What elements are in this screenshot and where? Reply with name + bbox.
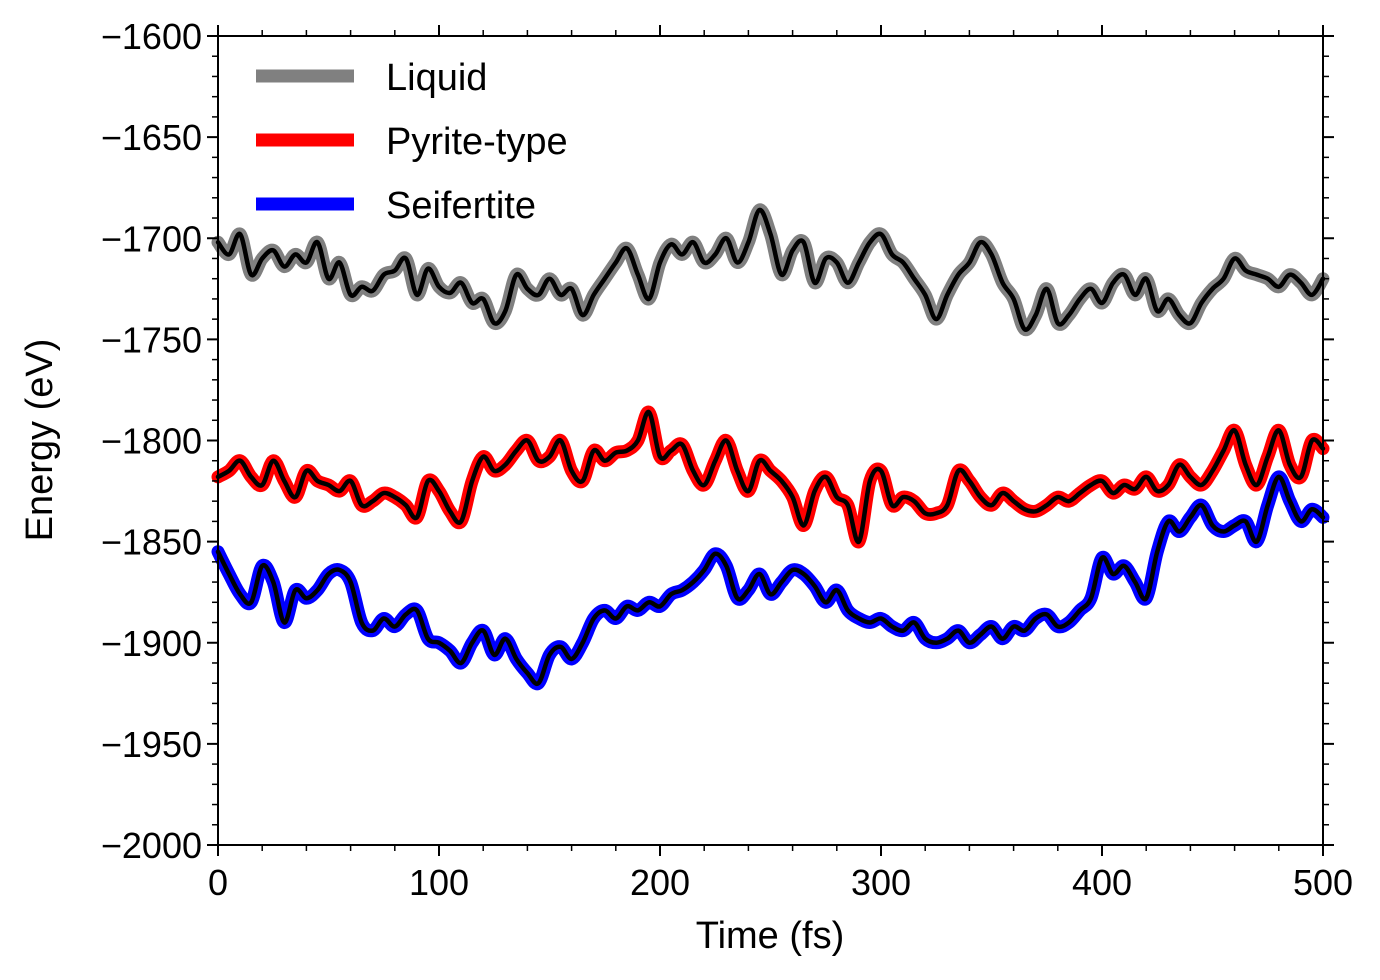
series-overlay-pyrite-type bbox=[215, 409, 1326, 544]
series-seifertite bbox=[211, 470, 1330, 691]
y-axis-label: Energy (eV) bbox=[19, 339, 61, 542]
legend-entry-seifertite: Seifertite bbox=[256, 185, 536, 227]
y-tick-label: −1900 bbox=[101, 623, 202, 664]
series-liquid bbox=[211, 203, 1330, 337]
x-tick-label: 400 bbox=[1072, 862, 1132, 903]
x-axis-label: Time (fs) bbox=[696, 915, 844, 957]
y-tick-label: −1700 bbox=[101, 218, 202, 259]
series-pyrite-type bbox=[211, 405, 1330, 549]
legend-label: Pyrite-type bbox=[386, 121, 568, 163]
legend-entry-pyrite-type: Pyrite-type bbox=[256, 121, 568, 163]
series-overlay-seifertite bbox=[215, 474, 1326, 687]
legend-label: Seifertite bbox=[386, 185, 536, 227]
legend: Liquid Pyrite-type Seifertite bbox=[256, 57, 568, 227]
y-tick-label: −2000 bbox=[101, 825, 202, 866]
series-overlay-liquid bbox=[215, 207, 1326, 332]
x-tick-label: 500 bbox=[1293, 862, 1353, 903]
y-tick-label: −1600 bbox=[101, 16, 202, 57]
y-tick-label: −1750 bbox=[101, 319, 202, 360]
ticks-layer: 0 100 200 300 400 500 −2000 −1950 −1900 −1850 −180… bbox=[101, 16, 1353, 903]
y-tick-label: −1650 bbox=[101, 117, 202, 158]
x-tick-label: 0 bbox=[208, 862, 228, 903]
y-tick-label: −1800 bbox=[101, 421, 202, 462]
legend-label: Liquid bbox=[386, 57, 487, 99]
series-layer bbox=[211, 203, 1330, 691]
y-tick-label: −1950 bbox=[101, 724, 202, 765]
y-tick-label: −1850 bbox=[101, 522, 202, 563]
legend-entry-liquid: Liquid bbox=[256, 57, 487, 99]
x-tick-label: 100 bbox=[409, 862, 469, 903]
x-tick-label: 200 bbox=[630, 862, 690, 903]
x-tick-label: 300 bbox=[851, 862, 911, 903]
